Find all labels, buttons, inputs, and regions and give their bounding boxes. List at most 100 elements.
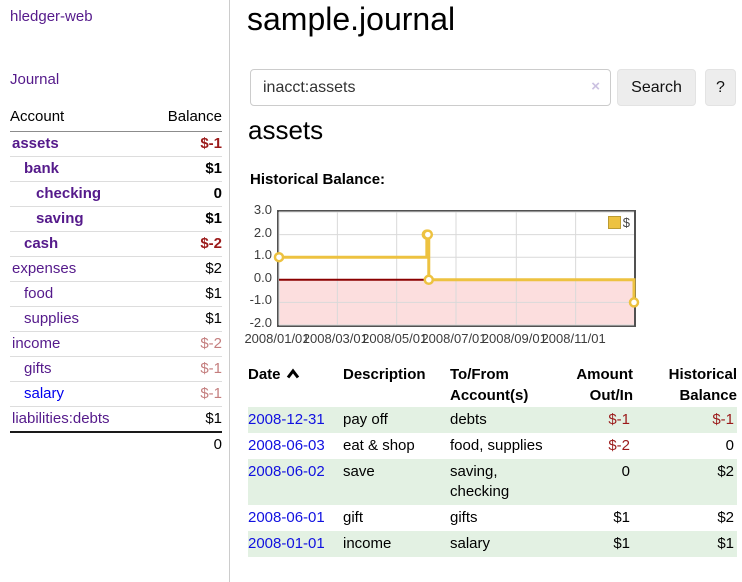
account-name-cell: saving — [10, 206, 148, 232]
x-axis-tick-label: 2008/01/01 — [244, 331, 310, 346]
sort-asc-icon — [286, 368, 299, 379]
amount-cell: $1 — [613, 509, 630, 526]
account-row: bank $1 — [10, 156, 222, 182]
app-title-link[interactable]: hledger-web — [10, 8, 93, 25]
account-link[interactable]: liabilities:debts — [12, 410, 110, 427]
transaction-row: 2008-06-01 gift gifts $1 $2 — [248, 505, 737, 531]
accounts-header-row: Account Balance — [10, 106, 222, 132]
account-balance: $1 — [147, 206, 222, 232]
search-bar: × Search ? — [250, 69, 742, 106]
account-balance: $1 — [147, 406, 222, 432]
balance-cell: $2 — [717, 463, 734, 480]
sidebar-item-journal[interactable]: Journal — [10, 71, 60, 88]
date-cell: 2008-06-02 — [248, 459, 343, 505]
account-name-cell: food — [10, 281, 148, 307]
x-axis-tick-label: 2008/09/01 — [481, 331, 547, 346]
account-link[interactable]: salary — [24, 385, 65, 402]
amount-cell: $-1 — [608, 411, 630, 428]
accounts-cell: saving, checking — [450, 463, 510, 500]
account-link[interactable]: saving — [36, 210, 84, 227]
account-row: expenses $2 — [10, 256, 222, 282]
transaction-date-link[interactable]: 2008-06-02 — [248, 463, 325, 480]
transaction-date-link[interactable]: 2008-06-01 — [248, 509, 325, 526]
accounts-header-account: Account — [10, 106, 148, 132]
chart-plot-area[interactable]: $ — [273, 210, 640, 327]
accounts-total-row: 0 — [10, 431, 222, 457]
account-link[interactable]: supplies — [24, 310, 80, 327]
account-balance: $1 — [147, 306, 222, 332]
account-balance: $-1 — [147, 356, 222, 382]
search-button[interactable]: Search — [617, 69, 696, 106]
date-cell: 2008-06-03 — [248, 433, 343, 459]
search-input[interactable] — [250, 69, 611, 106]
search-box: × — [250, 69, 611, 106]
historical-balance-chart[interactable]: $ 3.0 2.0 1.0 0.0 -1.0 -2.0 2008/01/01 2008/03… — [244, 202, 742, 355]
account-balance: $-2 — [147, 331, 222, 357]
account-balance: $-1 — [147, 381, 222, 407]
account-link[interactable]: income — [12, 335, 61, 352]
transaction-row: 2008-06-02 save saving, checking 0 $2 — [248, 459, 737, 505]
register-header-row: Date Description To/From Account(s) Amount Ou… — [248, 363, 737, 407]
account-row: gifts $-1 — [10, 356, 222, 382]
register-header-date[interactable]: Date — [248, 363, 343, 407]
x-axis-tick-label: 2008/03/01 — [302, 331, 368, 346]
description-cell: eat & shop — [343, 437, 415, 454]
register-header-description: Description — [343, 366, 426, 383]
legend-swatch-icon — [607, 216, 621, 229]
register-header-accounts: To/From Account(s) — [450, 366, 529, 404]
account-heading: assets — [248, 115, 324, 145]
x-axis-tick-label: 2008/11/01 — [541, 331, 606, 346]
description-cell: gift — [343, 509, 364, 526]
account-link[interactable]: cash — [24, 235, 59, 252]
account-link[interactable]: gifts — [24, 360, 52, 377]
transaction-row: 2008-12-31 pay off debts $-1 $-1 — [248, 407, 737, 433]
description-cell: pay off — [343, 411, 388, 428]
account-name-cell: assets — [10, 131, 148, 157]
account-row: liabilities:debts $1 — [10, 406, 222, 432]
accounts-cell: gifts — [450, 509, 478, 526]
register-table: Date Description To/From Account(s) Amount Ou… — [248, 363, 737, 557]
clear-search-icon[interactable]: × — [591, 78, 600, 95]
account-row: food $1 — [10, 281, 222, 307]
y-axis-tick-label: 1.0 — [253, 247, 272, 263]
account-link[interactable]: checking — [36, 185, 102, 202]
account-row: cash $-2 — [10, 231, 222, 257]
date-cell: 2008-12-31 — [248, 407, 343, 433]
account-balance: 0 — [147, 181, 222, 207]
y-axis-tick-label: -2.0 — [249, 315, 272, 330]
account-balance: $1 — [147, 281, 222, 307]
transaction-row: 2008-06-03 eat & shop food, supplies $-2 0 — [248, 433, 737, 459]
balance-cell: $2 — [717, 509, 734, 526]
x-axis-tick-label: 2008/07/01 — [421, 331, 487, 346]
chart-title: Historical Balance: — [250, 171, 386, 188]
account-row: checking 0 — [10, 181, 222, 207]
transaction-date-link[interactable]: 2008-06-03 — [248, 437, 325, 454]
y-axis-tick-label: 0.0 — [253, 269, 272, 285]
balance-cell: 0 — [725, 437, 734, 454]
help-button[interactable]: ? — [705, 69, 736, 106]
main-content: sample.journal × Search ? assets Histori… — [244, 0, 742, 582]
date-cell: 2008-01-01 — [248, 531, 343, 557]
account-link[interactable]: food — [24, 285, 54, 302]
account-link[interactable]: bank — [24, 160, 60, 177]
accounts-total-value: 0 — [10, 431, 222, 457]
account-row: saving $1 — [10, 206, 222, 232]
register-header-amount: Amount Out/In — [576, 366, 633, 404]
account-name-cell: salary — [10, 381, 148, 407]
page-title: sample.journal — [247, 1, 456, 37]
transaction-date-link[interactable]: 2008-01-01 — [248, 535, 325, 552]
chart-canvas — [273, 211, 640, 326]
account-name-cell: checking — [10, 181, 148, 207]
account-row: assets $-1 — [10, 131, 222, 157]
register-header-balance: Historical Balance — [668, 366, 737, 404]
account-link[interactable]: expenses — [12, 260, 77, 277]
account-row: salary $-1 — [10, 381, 222, 407]
y-axis-tick-label: -1.0 — [249, 292, 272, 308]
accounts-cell: salary — [450, 535, 491, 552]
account-balance: $1 — [147, 156, 222, 182]
account-name-cell: liabilities:debts — [10, 406, 148, 432]
legend-label: $ — [622, 215, 630, 230]
account-link[interactable]: assets — [12, 135, 59, 152]
transaction-date-link[interactable]: 2008-12-31 — [248, 411, 325, 428]
y-axis-tick-label: 3.0 — [253, 202, 272, 217]
